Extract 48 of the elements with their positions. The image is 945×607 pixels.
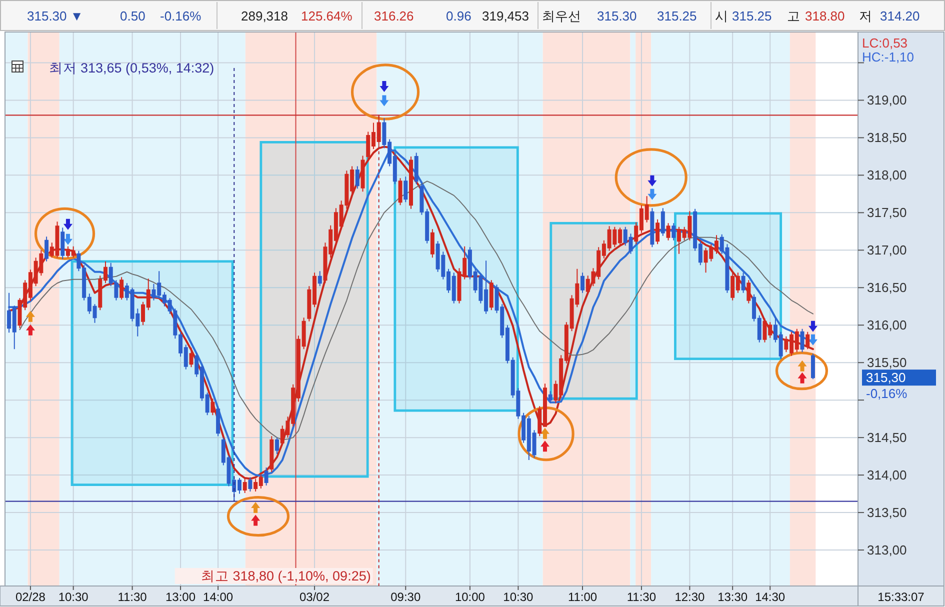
x-tick-label: 09:30 — [390, 590, 421, 604]
text: 315.30 — [597, 8, 637, 24]
y-tick-label: 319,00 — [867, 92, 907, 108]
y-tick-label: 316,50 — [867, 280, 907, 296]
text: 315.25 — [732, 8, 772, 24]
y-tick-label: 318,00 — [867, 168, 907, 183]
text: 314.20 — [880, 8, 920, 24]
y-tick-label: 317,50 — [867, 205, 907, 220]
text: 저 — [859, 8, 872, 24]
x-tick-label: 03/02 — [300, 590, 330, 604]
text: -0.16% — [160, 8, 202, 24]
text: 318.80 — [805, 8, 845, 24]
x-tick-label: 10:30 — [503, 590, 534, 604]
text: 15:33:07 — [878, 590, 925, 604]
y-tick-label: 318,50 — [867, 130, 907, 146]
x-tick-label: 13:30 — [718, 590, 748, 604]
text: 125.64% — [301, 8, 353, 24]
y-tick-label: 313,50 — [867, 505, 907, 520]
y-tick-label: 313,00 — [867, 542, 907, 558]
y-tick-label: 314,50 — [867, 430, 907, 446]
text: -0,16% — [866, 386, 908, 402]
y-tick-label: 316,00 — [867, 318, 907, 333]
y-tick-label: 315,50 — [867, 355, 907, 370]
text: 0.96 — [446, 8, 472, 24]
x-tick-label: 13:00 — [166, 590, 196, 604]
text: 시 — [715, 8, 728, 24]
text: LC:0,53 — [862, 36, 908, 50]
y-tick-label: 317,00 — [867, 242, 907, 258]
text: 319,453 — [482, 8, 529, 24]
text: 315.25 — [657, 8, 697, 24]
x-tick-label: 12:30 — [674, 590, 706, 604]
x-tick-label: 14:00 — [203, 590, 234, 604]
text: 315.30 ▼ — [27, 8, 84, 24]
x-tick-label: 11:30 — [626, 590, 656, 604]
text: 0.50 — [120, 8, 146, 24]
x-tick-label: 10:30 — [58, 590, 89, 604]
x-tick-label: 11:30 — [118, 590, 148, 604]
text: 315,30 — [866, 370, 906, 386]
text: 고 — [787, 8, 800, 24]
text: HC:-1,10 — [862, 50, 914, 64]
x-tick-label: 14:30 — [755, 590, 786, 604]
text: 289,318 — [241, 8, 288, 24]
y-tick-label: 314,00 — [867, 468, 907, 483]
x-tick-label: 11:00 — [568, 590, 598, 604]
x-tick-label: 02/28 — [15, 590, 46, 604]
text: 316.26 — [374, 8, 414, 24]
x-tick-label: 10:00 — [454, 590, 486, 604]
text: 최우선 — [542, 8, 581, 24]
